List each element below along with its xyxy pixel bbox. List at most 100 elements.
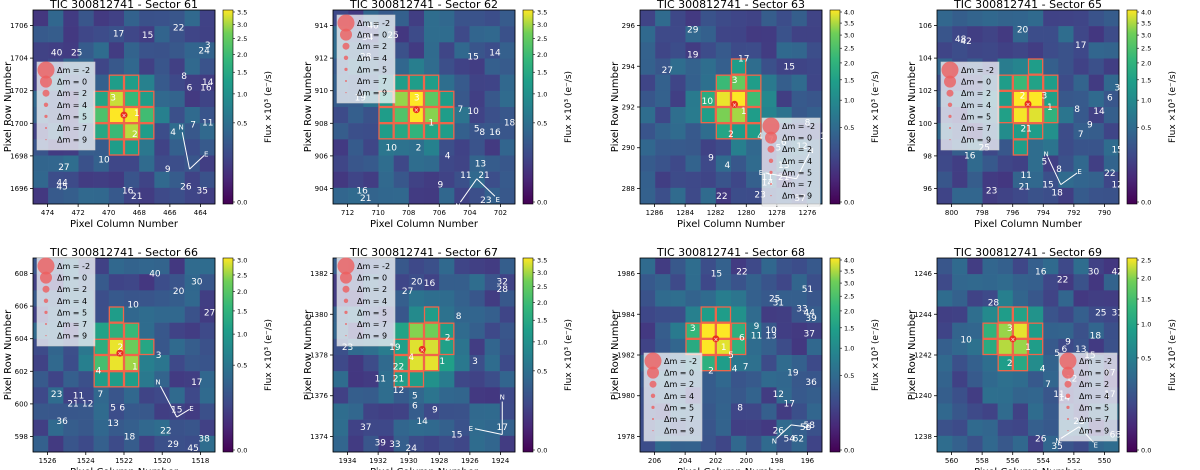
heatmap-pixel: [937, 435, 953, 453]
heatmap-pixel: [1012, 171, 1029, 189]
heatmap-pixel: [199, 58, 216, 75]
heatmap-pixel: [670, 171, 686, 189]
legend-marker: [949, 127, 951, 129]
heatmap-pixel: [184, 419, 201, 437]
heatmap-pixel: [967, 258, 983, 275]
heatmap-pixel: [685, 274, 701, 291]
heatmap-pixel: [1043, 274, 1059, 291]
heatmap-pixel: [184, 123, 201, 140]
aperture-pixel: [123, 90, 140, 108]
heatmap-pixel: [640, 290, 656, 307]
heatmap-pixel: [484, 42, 501, 59]
y-axis-label: Pixel Row Number: [610, 309, 621, 400]
heatmap-pixel: [1058, 306, 1074, 323]
y-tick-label: 606: [15, 303, 29, 311]
star-number-label: 8: [479, 128, 485, 138]
heatmap-pixel: [439, 435, 455, 453]
legend-marker: [340, 28, 352, 41]
heatmap-pixel: [348, 355, 364, 372]
heatmap-pixel: [670, 74, 686, 92]
heatmap-pixel: [408, 290, 425, 307]
heatmap-pixel: [154, 435, 170, 453]
aperture-pixel: [93, 354, 109, 372]
heatmap-pixel: [48, 155, 64, 172]
heatmap-pixel: [997, 403, 1014, 420]
colorbar-tick-label: 4.0: [844, 257, 854, 265]
legend-marker: [40, 75, 52, 88]
heatmap-pixel: [1012, 258, 1029, 275]
heatmap-pixel: [1012, 58, 1029, 75]
heatmap-pixel: [439, 155, 455, 172]
heatmap-pixel: [108, 107, 125, 124]
legend-marker: [343, 55, 349, 60]
heatmap-pixel: [1088, 42, 1105, 59]
heatmap-pixel: [469, 74, 485, 92]
heatmap-pixel: [806, 274, 823, 291]
star-number-label: 11: [375, 374, 386, 384]
aperture-pixel: [1012, 306, 1029, 323]
aperture-pixel: [108, 354, 125, 372]
heatmap-pixel: [108, 290, 125, 307]
heatmap-pixel: [484, 387, 501, 404]
heatmap-pixel: [108, 171, 125, 189]
star-number-label: 25: [769, 295, 780, 305]
heatmap-pixel: [93, 187, 110, 205]
heatmap-pixel: [124, 371, 140, 388]
legend-label: Δm = -2: [961, 66, 994, 75]
heatmap-pixel: [63, 171, 79, 189]
legend-marker: [1062, 366, 1074, 379]
heatmap-pixel: [997, 322, 1014, 340]
heatmap-pixel: [670, 10, 686, 27]
star-number-label: 5: [412, 392, 418, 402]
y-tick-label: 912: [315, 55, 328, 63]
panel-title: TIC 300812741 - Sector 61: [49, 0, 198, 11]
heatmap-pixel: [393, 419, 410, 437]
heatmap-pixel: [806, 322, 823, 340]
heatmap-pixel: [439, 355, 455, 372]
heatmap-pixel: [1012, 306, 1029, 323]
star-number-label: 4: [445, 152, 451, 162]
x-tick-label: 474: [41, 209, 55, 217]
heatmap-pixel: [124, 10, 140, 27]
heatmap-pixel: [670, 42, 686, 59]
star-number-label: 10: [467, 107, 479, 117]
star-number-label: 8: [181, 72, 187, 82]
y-tick-label: 1374: [310, 433, 328, 441]
heatmap-pixel: [63, 10, 79, 27]
heatmap-pixel: [776, 322, 792, 340]
heatmap-pixel: [997, 306, 1014, 323]
heatmap-pixel: [154, 26, 170, 43]
heatmap-pixel: [761, 322, 777, 340]
heatmap-pixel: [791, 387, 808, 404]
heatmap-pixel: [393, 90, 410, 108]
heatmap-pixel: [655, 290, 671, 307]
heatmap-pixel: [93, 322, 110, 340]
heatmap-pixel: [670, 123, 686, 140]
star-number-label: 22: [160, 427, 171, 437]
legend-label: Δm = 2: [57, 285, 87, 294]
panel-title: TIC 300812741 - Sector 63: [656, 0, 805, 11]
heatmap-pixel: [1103, 42, 1120, 59]
heatmap-pixel: [655, 187, 671, 205]
heatmap-pixel: [454, 258, 470, 275]
aperture-pixel: [1012, 106, 1029, 124]
x-tick-label: 1924: [492, 457, 510, 465]
heatmap-pixel: [78, 435, 94, 453]
star-number-label: 6: [119, 403, 125, 413]
heatmap-pixel: [685, 26, 701, 43]
heatmap-pixel: [199, 155, 216, 172]
heatmap-pixel: [746, 435, 762, 453]
heatmap-pixel: [484, 123, 501, 140]
heatmap-pixel: [348, 419, 364, 437]
heatmap-pixel: [1073, 171, 1089, 189]
heatmap-pixel: [1028, 258, 1044, 275]
heatmap-pixel: [731, 403, 747, 420]
heatmap-pixel: [937, 322, 953, 340]
heatmap-pixel: [184, 139, 201, 156]
aperture-pixel: [108, 74, 125, 91]
heatmap-pixel: [393, 74, 410, 92]
heatmap-pixel: [806, 10, 823, 27]
x-axis-label: Pixel Column Number: [70, 467, 179, 470]
star-number-label: 9: [708, 153, 714, 163]
